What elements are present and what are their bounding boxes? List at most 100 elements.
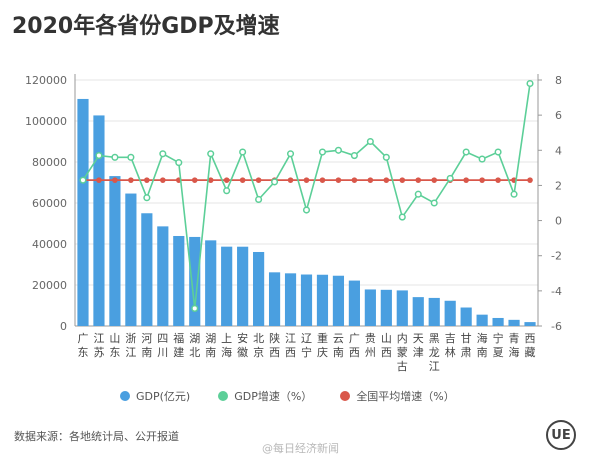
x-tick-label-山西: 西 <box>381 346 392 359</box>
x-tick-label-云南: 南 <box>333 346 344 359</box>
national-average-point-山东 <box>112 177 118 183</box>
gdp-growth-point-甘肃 <box>462 148 470 156</box>
y-left-tick-label: 20000 <box>32 279 67 292</box>
gdp-growth-point-吉林 <box>446 174 454 182</box>
national-average-point-北京 <box>255 177 262 183</box>
x-tick-label-河南: 南 <box>141 346 152 359</box>
bar-天津 <box>412 297 424 326</box>
bar-安徽 <box>237 246 249 326</box>
gdp-growth-point-江西 <box>286 150 295 158</box>
x-tick-label-陕西: 陕 <box>269 331 280 345</box>
x-tick-label-辽宁: 辽 <box>301 332 312 345</box>
gdp-growth-point-青海 <box>510 190 518 198</box>
x-tick-label-浙江: 浙 <box>125 332 136 345</box>
y-left-tick-label: 40000 <box>32 238 67 251</box>
gdp-growth-point-内蒙古 <box>398 213 406 221</box>
national-average-point-西藏 <box>527 177 533 183</box>
x-tick-label-广西: 西 <box>349 346 360 359</box>
x-tick-label-湖北: 湖 <box>189 332 200 345</box>
bar-西藏 <box>524 322 536 326</box>
bar-广西 <box>348 280 360 326</box>
national-average-point-四川 <box>160 177 166 183</box>
bar-辽宁 <box>300 274 313 326</box>
x-tick-label-广东: 东 <box>77 346 88 359</box>
x-tick-label-天津: 津 <box>413 346 424 359</box>
y-right-tick-label: -2 <box>551 250 562 263</box>
bar-广东 <box>77 98 89 326</box>
x-tick-label-河南: 河 <box>141 332 152 345</box>
bar-云南 <box>332 275 345 326</box>
gdp-growth-point-广东 <box>79 176 87 184</box>
legend-item-growth: GDP增速（%） <box>218 388 312 404</box>
gdp-growth-point-湖北 <box>191 304 199 312</box>
national-average-point-浙江 <box>128 177 134 183</box>
national-average-point-江苏 <box>96 177 102 183</box>
gdp-growth-point-福建 <box>175 159 183 167</box>
national-average-point-重庆 <box>319 177 326 183</box>
x-tick-label-内蒙古: 蒙 <box>397 346 408 359</box>
legend-item-gdp: GDP(亿元) <box>120 388 190 404</box>
x-tick-label-北京: 京 <box>253 345 264 359</box>
chart-title: 2020年各省份GDP及增速 <box>12 14 280 39</box>
y-left-tick-label: 60000 <box>32 197 67 210</box>
gdp-growth-point-北京 <box>255 195 263 204</box>
gdp-growth-point-黑龙江 <box>430 199 438 207</box>
legend-gdp-marker <box>120 391 130 401</box>
gdp-growth-point-天津 <box>414 190 422 198</box>
x-tick-label-吉林: 吉 <box>445 332 456 345</box>
x-tick-label-江苏: 江 <box>93 332 104 345</box>
x-tick-label-山东: 山 <box>109 332 120 345</box>
x-tick-label-陕西: 西 <box>269 346 280 359</box>
national-average-point-天津 <box>415 177 422 183</box>
x-tick-label-四川: 四 <box>157 332 168 345</box>
gdp-growth-point-安徽 <box>239 148 247 156</box>
gdp-growth-point-重庆 <box>318 148 327 156</box>
legend-gdp-label: GDP(亿元) <box>136 390 191 403</box>
bar-江西 <box>284 273 297 326</box>
gdp-growth-point-浙江 <box>127 153 135 161</box>
x-tick-label-山东: 东 <box>109 346 120 359</box>
national-average-point-甘肃 <box>463 177 469 183</box>
gdp-growth-point-西藏 <box>526 79 534 88</box>
national-average-point-湖北 <box>191 177 198 183</box>
national-average-point-河南 <box>144 177 150 183</box>
bar-吉林 <box>444 300 456 326</box>
bar-陕西 <box>268 272 281 326</box>
national-average-point-安徽 <box>239 177 246 183</box>
bar-湖北 <box>189 236 201 326</box>
x-tick-label-广西: 广 <box>349 332 360 345</box>
legend-item-national: 全国平均增速（%） <box>340 388 455 404</box>
bar-甘肃 <box>460 307 472 326</box>
x-tick-label-黑龙江: 江 <box>429 360 440 373</box>
y-left-tick-label: 100000 <box>25 115 67 128</box>
legend: GDP(亿元) GDP增速（%） 全国平均增速（%） <box>120 388 455 404</box>
y-left-tick-label: 120000 <box>25 74 67 87</box>
bar-山东 <box>109 176 121 326</box>
national-average-point-内蒙古 <box>399 177 406 183</box>
gdp-growth-point-山东 <box>111 153 119 161</box>
x-tick-label-宁夏: 宁 <box>493 331 504 345</box>
x-tick-label-甘肃: 甘 <box>461 332 472 345</box>
national-average-point-辽宁 <box>303 177 310 183</box>
gdp-growth-point-上海 <box>223 187 231 195</box>
x-tick-label-贵州: 贵 <box>365 332 376 345</box>
bar-内蒙古 <box>396 290 408 326</box>
gdp-growth-point-山西 <box>382 153 390 161</box>
x-tick-label-福建: 建 <box>173 345 184 359</box>
x-tick-label-黑龙江: 龙 <box>429 346 440 359</box>
x-tick-label-吉林: 林 <box>445 345 456 359</box>
legend-growth-label: GDP增速（%） <box>234 390 313 403</box>
x-tick-label-内蒙古: 内 <box>397 331 408 345</box>
gdp-growth-point-四川 <box>159 150 167 158</box>
data-source-note: 数据来源：各地统计局、公开报道 <box>14 430 179 443</box>
x-tick-label-江西: 江 <box>285 332 296 345</box>
x-tick-label-安徽: 安 <box>237 331 248 345</box>
gdp-growth-point-江苏 <box>95 152 103 160</box>
y-right-tick-label: -6 <box>551 320 562 333</box>
x-tick-label-湖南: 南 <box>205 346 216 359</box>
x-tick-label-云南: 云 <box>333 332 344 345</box>
gdp-growth-point-辽宁 <box>302 206 311 214</box>
national-average-point-江西 <box>287 177 294 183</box>
bar-湖南 <box>205 240 217 326</box>
